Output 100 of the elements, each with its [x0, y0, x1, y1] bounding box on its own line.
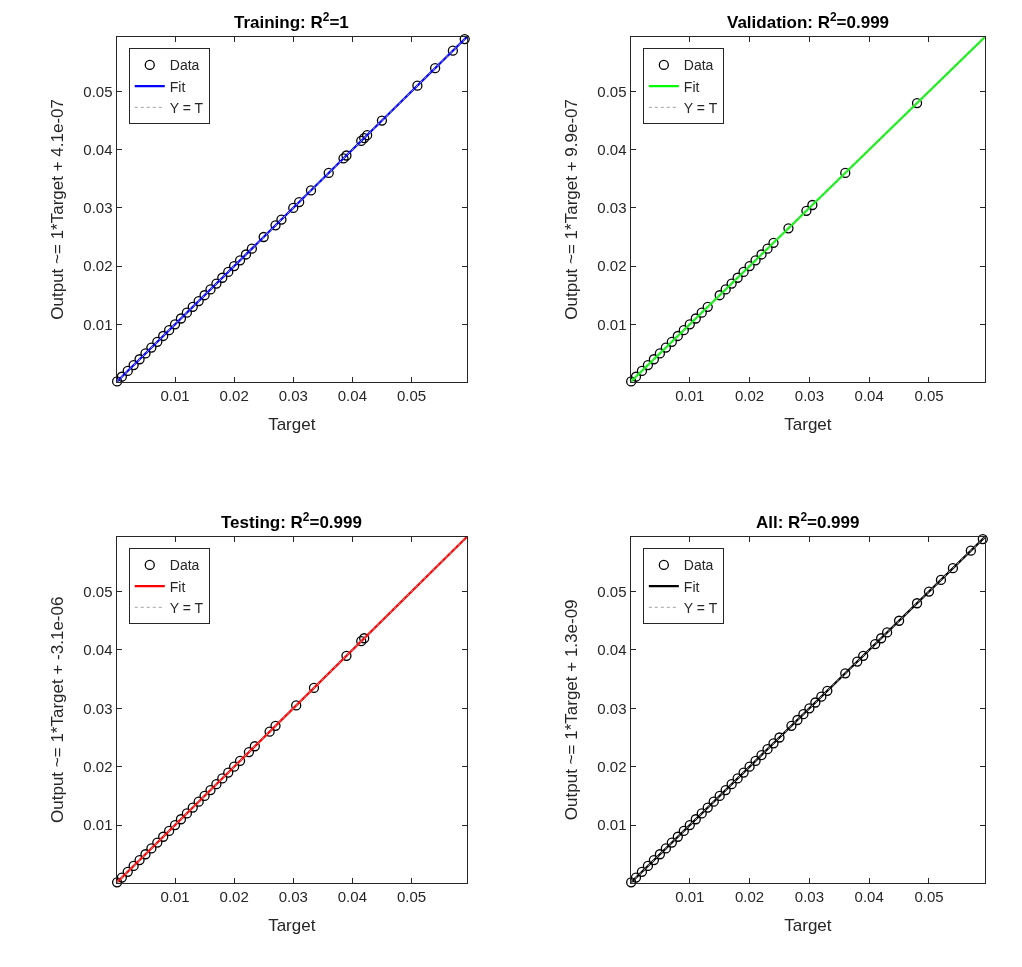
x-tick-label: 0.01 [160, 386, 190, 404]
y-tick-label: 0.03 [83, 699, 113, 717]
point [234, 755, 246, 766]
point [648, 854, 660, 866]
y-axis-title: Output ~= 1*Target + 9.9e-07 [561, 99, 581, 320]
point [714, 790, 725, 802]
point [291, 700, 302, 711]
point [175, 814, 187, 825]
point [923, 586, 935, 597]
point [750, 255, 761, 266]
point [666, 837, 677, 848]
point [116, 371, 127, 382]
point [140, 849, 151, 860]
point [798, 709, 809, 720]
x-tick-label: 0.03 [278, 386, 308, 404]
point [223, 767, 234, 778]
point [648, 354, 660, 365]
x-tick-label: 0.03 [278, 887, 308, 905]
point [323, 167, 334, 179]
point [750, 755, 761, 766]
point [305, 185, 317, 196]
point [459, 33, 470, 45]
point [807, 199, 818, 211]
point [744, 761, 755, 772]
point [732, 272, 743, 283]
x-tick-label: 0.04 [337, 386, 367, 404]
point [768, 237, 779, 248]
point [341, 650, 352, 661]
point [140, 348, 151, 359]
legend-label: Data [683, 557, 714, 574]
legend-label: Fit [683, 78, 700, 95]
x-tick-label: 0.04 [337, 887, 367, 905]
point [229, 761, 240, 772]
legend-label: Y = T [169, 99, 204, 116]
point [935, 574, 947, 586]
point [708, 796, 719, 807]
point [660, 342, 671, 353]
point [163, 325, 175, 336]
point [276, 214, 287, 225]
point [146, 843, 157, 854]
point [636, 365, 648, 377]
point [666, 336, 677, 347]
x-tick-label: 0.03 [794, 887, 824, 905]
x-tick-label: 0.04 [854, 386, 884, 404]
point [696, 307, 707, 318]
point [786, 720, 797, 731]
point [181, 307, 193, 318]
y-tick-label: 0.04 [597, 641, 627, 659]
x-axis-title: Target [784, 916, 832, 936]
y-tick-label: 0.01 [597, 315, 627, 333]
point [738, 266, 749, 278]
point [876, 633, 887, 644]
point [134, 354, 145, 365]
y-tick-label: 0.03 [597, 199, 627, 217]
point [270, 220, 281, 231]
point [211, 779, 222, 790]
point [240, 249, 252, 260]
point [720, 284, 731, 295]
point [412, 80, 423, 91]
point [152, 336, 163, 347]
x-axis-title: Target [784, 415, 832, 435]
chart-title: Testing: R$^{2}$=0.999 [221, 510, 362, 533]
x-tick-label: 0.05 [396, 386, 427, 404]
point [205, 284, 216, 295]
legend-label: Y = T [683, 599, 718, 616]
point [947, 563, 959, 574]
point [187, 301, 198, 313]
point [672, 831, 683, 842]
point [816, 691, 827, 702]
point [199, 790, 210, 802]
point [977, 533, 988, 545]
point [376, 115, 388, 126]
point [783, 223, 794, 234]
point [684, 319, 695, 330]
x-tick-label: 0.01 [675, 386, 705, 404]
point [756, 249, 767, 260]
y-tick-label: 0.03 [83, 199, 113, 217]
point [234, 255, 246, 266]
point [702, 802, 713, 813]
point [801, 205, 812, 216]
point [768, 738, 779, 749]
legend-label: Fit [169, 578, 186, 595]
point [804, 703, 815, 714]
point [654, 849, 666, 860]
point [429, 63, 441, 74]
point [911, 598, 923, 609]
y-tick-label: 0.02 [597, 257, 627, 275]
point [762, 744, 773, 755]
point [243, 746, 255, 758]
point [211, 278, 222, 289]
point [756, 749, 767, 761]
point [447, 45, 459, 56]
point [181, 808, 193, 819]
point [630, 371, 642, 382]
point [642, 359, 654, 371]
legend-label: Y = T [683, 99, 718, 116]
point [684, 819, 695, 831]
point [690, 814, 701, 825]
y-axis-title: Output ~= 1*Target + 1.3e-09 [561, 599, 581, 821]
legend-label: Data [683, 57, 714, 74]
